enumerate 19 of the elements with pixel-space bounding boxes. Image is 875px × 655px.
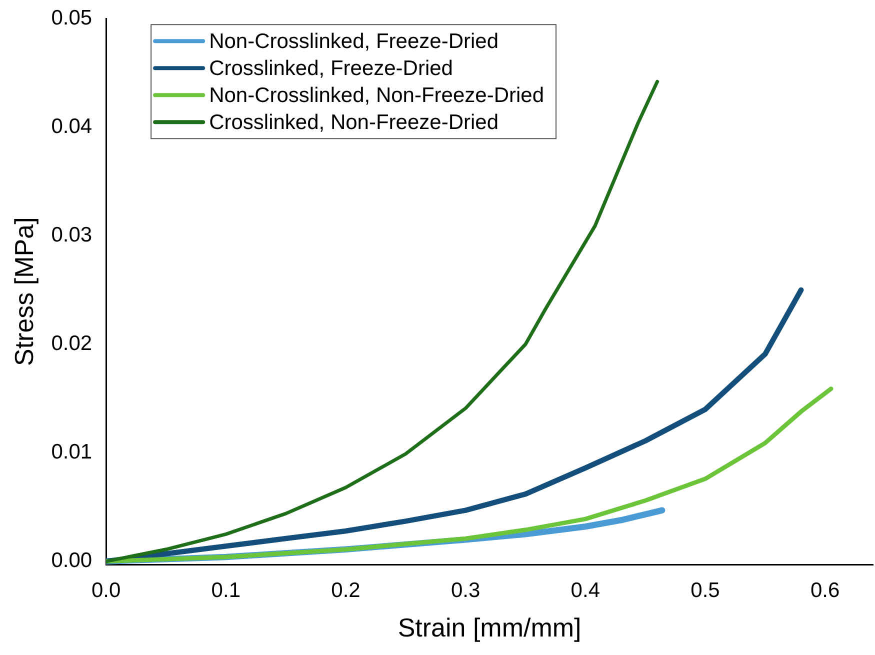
legend-label: Non-Crosslinked, Non-Freeze-Dried bbox=[209, 84, 544, 107]
x-tick-label: 0.3 bbox=[450, 578, 480, 602]
x-tick-label: 0.6 bbox=[810, 578, 840, 602]
x-tick-label: 0.2 bbox=[331, 578, 360, 602]
y-tick-label: 0.01 bbox=[51, 440, 92, 464]
legend-label: Non-Crosslinked, Freeze-Dried bbox=[209, 30, 499, 53]
legend-label: Crosslinked, Freeze-Dried bbox=[209, 56, 453, 80]
x-axis-title: Strain [mm/mm] bbox=[398, 612, 582, 643]
x-tick-label: 0.1 bbox=[211, 578, 241, 602]
y-tick-label: 0.00 bbox=[51, 549, 92, 572]
legend-label: Crosslinked, Non-Freeze-Dried bbox=[209, 110, 499, 134]
y-tick-label: 0.03 bbox=[51, 223, 92, 246]
x-tick-label: 0.4 bbox=[570, 578, 600, 602]
x-tick-label: 0.5 bbox=[690, 578, 720, 602]
x-tick-label: 0.0 bbox=[91, 578, 121, 602]
y-tick-label: 0.04 bbox=[51, 114, 92, 138]
y-tick-label: 0.05 bbox=[51, 6, 92, 30]
y-tick-label: 0.02 bbox=[51, 332, 92, 356]
y-axis-title: Stress [MPa] bbox=[8, 217, 39, 366]
